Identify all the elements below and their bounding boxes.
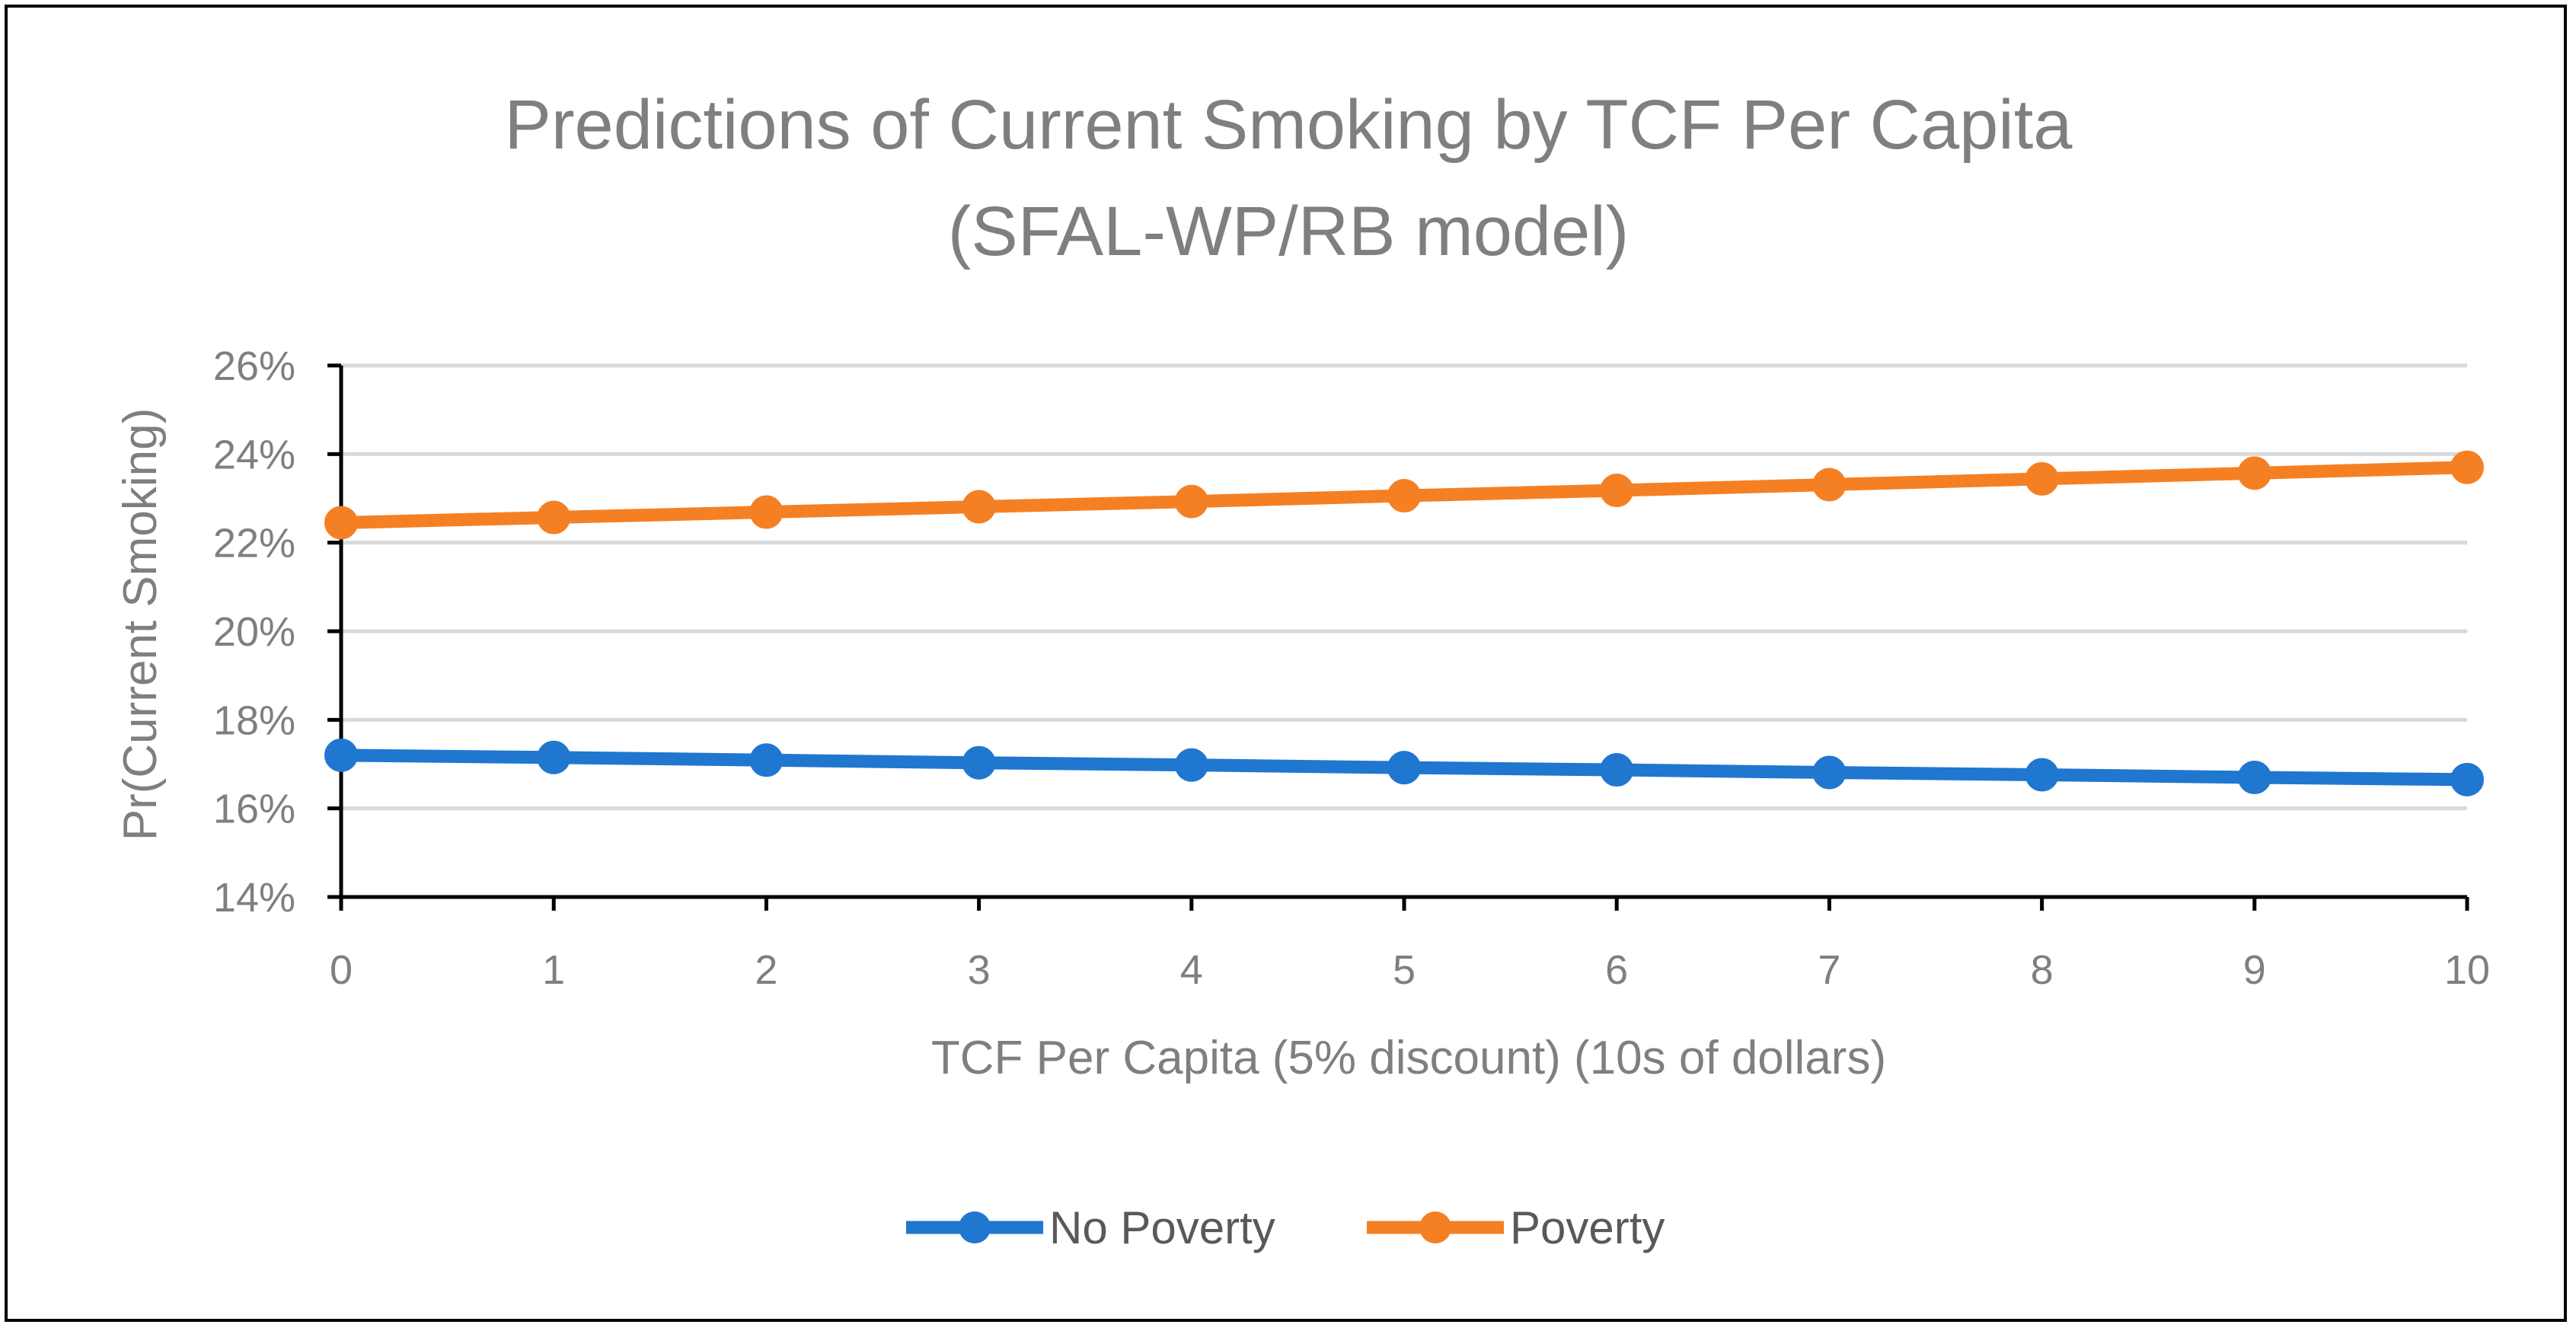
y-tick-label: 18%	[213, 697, 295, 743]
legend-marker-no-poverty	[959, 1211, 991, 1243]
axes	[327, 363, 2469, 911]
chart-title: Predictions of Current Smoking by TCF Pe…	[505, 86, 2073, 164]
data-point-no-poverty	[537, 740, 571, 774]
y-tick-label: 26%	[213, 343, 295, 389]
x-axis-title: TCF Per Capita (5% discount) (10s of dol…	[931, 1032, 1886, 1084]
x-tick-label: 3	[968, 947, 991, 993]
y-tick-label: 14%	[213, 875, 295, 921]
y-tick-labels: 14% 16% 18% 20% 22% 24% 26%	[213, 343, 295, 921]
data-series	[324, 450, 2484, 796]
data-point-no-poverty	[2450, 762, 2484, 796]
y-tick-label: 20%	[213, 609, 295, 655]
data-point-no-poverty	[1600, 753, 1634, 787]
data-point-poverty	[1600, 474, 1634, 508]
x-tick-label: 2	[755, 947, 777, 993]
data-point-no-poverty	[962, 745, 996, 780]
x-tick-label: 4	[1180, 947, 1203, 993]
data-point-poverty	[537, 500, 571, 535]
data-point-poverty	[1174, 484, 1208, 519]
x-tick-labels: 0 1 2 3 4 5 6 7 8 9 10	[330, 947, 2490, 993]
data-point-poverty	[962, 490, 996, 524]
x-tick-label: 1	[542, 947, 565, 993]
data-point-no-poverty	[1174, 748, 1208, 782]
data-point-no-poverty	[1812, 755, 1847, 790]
gridlines	[341, 363, 2467, 811]
legend-label-no-poverty: No Poverty	[1049, 1202, 1275, 1253]
data-point-no-poverty	[2025, 758, 2059, 792]
data-point-poverty	[2025, 461, 2059, 496]
x-tick-label: 9	[2243, 947, 2266, 993]
chart-subtitle: (SFAL-WP/RB model)	[948, 193, 1630, 270]
data-point-poverty	[2237, 456, 2271, 490]
data-point-no-poverty	[749, 743, 784, 777]
x-tick-label: 8	[2031, 947, 2054, 993]
x-tick-label: 5	[1393, 947, 1416, 993]
y-tick-label: 24%	[213, 432, 295, 477]
y-axis-title: Pr(Current Smoking)	[114, 408, 167, 841]
x-tick-label: 0	[330, 947, 353, 993]
data-point-poverty	[2450, 450, 2484, 484]
legend-label-poverty: Poverty	[1510, 1202, 1665, 1253]
data-point-no-poverty	[2237, 760, 2271, 794]
x-tick-label: 10	[2444, 947, 2490, 993]
y-tick-label: 16%	[213, 787, 295, 832]
x-tick-label: 6	[1605, 947, 1628, 993]
chart-frame	[5, 5, 2567, 1322]
data-point-poverty	[749, 495, 784, 529]
x-tick-label: 7	[1818, 947, 1840, 993]
data-point-no-poverty	[324, 738, 358, 772]
data-point-no-poverty	[1387, 751, 1421, 785]
y-tick-label: 22%	[213, 521, 295, 567]
data-point-poverty	[324, 506, 358, 540]
legend-marker-poverty	[1419, 1211, 1451, 1243]
legend: No Poverty Poverty	[906, 1202, 1665, 1253]
data-point-poverty	[1812, 468, 1847, 502]
data-point-poverty	[1387, 479, 1421, 513]
